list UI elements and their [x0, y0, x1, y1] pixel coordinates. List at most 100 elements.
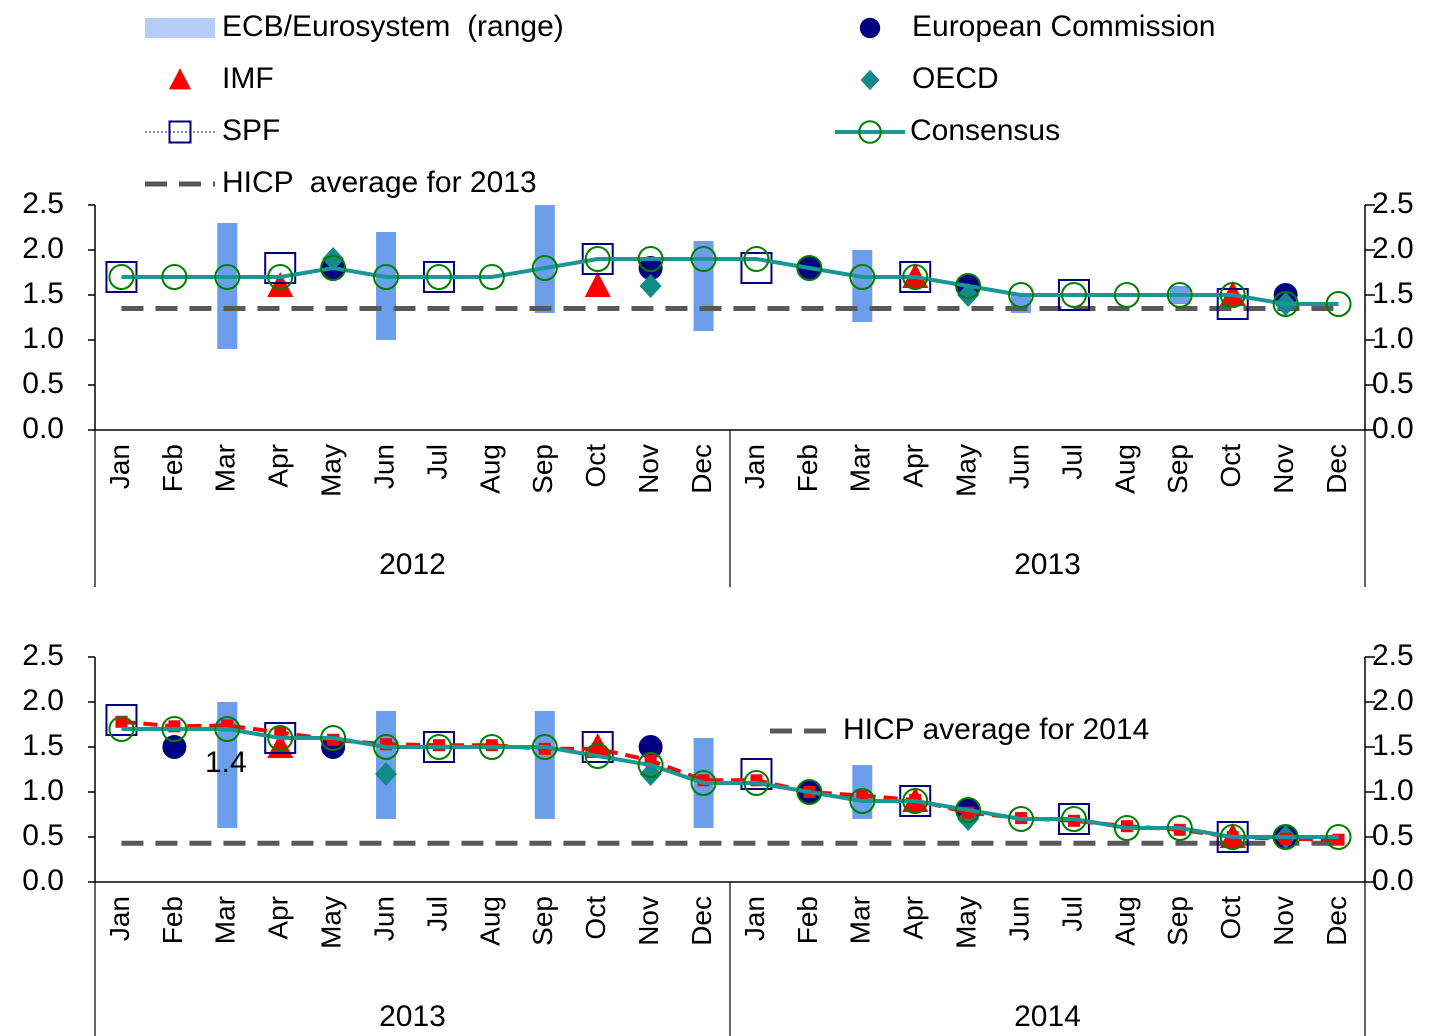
x-tick-label: Mar	[210, 896, 241, 944]
point	[637, 246, 664, 272]
point	[478, 734, 505, 760]
point	[1008, 282, 1035, 308]
series-line	[121, 257, 1339, 306]
x-tick-label: Nov	[1268, 896, 1299, 946]
y2-tick-label: 0.5	[1372, 367, 1414, 400]
x-tick-label: Oct	[580, 896, 611, 940]
point	[955, 797, 982, 823]
point	[478, 264, 505, 290]
y2-tick-label: 0.0	[1372, 864, 1414, 897]
x-tick-label: Feb	[792, 896, 823, 944]
x-tick-label: Apr	[263, 896, 294, 940]
x-tick-label: Oct	[1215, 444, 1246, 488]
point	[584, 246, 611, 272]
range-bar	[217, 223, 238, 349]
point	[690, 246, 717, 272]
point	[955, 273, 982, 299]
point	[108, 716, 135, 742]
point	[858, 120, 882, 144]
point	[375, 762, 398, 786]
point	[161, 264, 188, 290]
legend-label: European Commission	[912, 10, 1215, 43]
x-tick-label: Jul	[421, 896, 452, 932]
point	[690, 770, 717, 796]
point	[859, 17, 881, 39]
x-tick-label: Sep	[1162, 444, 1193, 494]
x-tick-label: Jul	[1056, 896, 1087, 932]
point	[267, 264, 294, 290]
group-label: 2013	[1014, 548, 1081, 581]
y2-tick-label: 1.0	[1372, 322, 1414, 355]
point	[584, 743, 611, 769]
point	[743, 246, 770, 272]
legend-swatch	[145, 18, 215, 38]
point	[740, 758, 773, 790]
point	[796, 779, 823, 805]
x-tick-label: Mar	[210, 444, 241, 492]
point	[1325, 291, 1352, 317]
x-tick-label: Nov	[633, 896, 664, 946]
point	[531, 255, 558, 281]
x-tick-label: Jul	[1056, 444, 1087, 480]
y-tick-label: 2.5	[22, 639, 64, 672]
x-tick-label: Jan	[739, 896, 770, 941]
point	[796, 255, 823, 281]
x-tick-label: Aug	[1109, 444, 1140, 494]
x-tick-label: Sep	[527, 896, 558, 946]
reference-label: HICP average for 2014	[843, 713, 1149, 746]
point	[322, 247, 345, 271]
point	[267, 733, 294, 758]
point	[1060, 282, 1087, 308]
x-tick-label: Apr	[898, 444, 929, 488]
legend-label: SPF	[222, 114, 280, 147]
x-tick-label: Jan	[104, 444, 135, 489]
y-tick-label: 0.0	[22, 412, 64, 445]
point	[1166, 282, 1193, 308]
point	[1219, 824, 1246, 850]
y2-tick-label: 0.5	[1372, 819, 1414, 852]
series-line	[121, 727, 1339, 839]
x-tick-label: Jun	[1003, 896, 1034, 941]
y2-tick-label: 1.5	[1372, 277, 1414, 310]
range-bar	[534, 205, 555, 313]
x-tick-label: Nov	[1268, 444, 1299, 494]
point	[639, 274, 662, 298]
point	[638, 256, 663, 280]
point	[902, 788, 929, 814]
range-bar	[693, 241, 714, 331]
point	[1060, 806, 1087, 832]
range-bar	[376, 232, 397, 340]
point	[637, 752, 664, 778]
annotation: 1.4	[205, 746, 247, 779]
group-label: 2014	[1014, 1000, 1081, 1033]
point	[267, 272, 294, 297]
point	[1113, 282, 1140, 308]
x-tick-label: Mar	[845, 444, 876, 492]
point	[1008, 806, 1035, 832]
point	[105, 704, 138, 736]
point	[531, 734, 558, 760]
legend-label: OECD	[912, 62, 999, 95]
point	[214, 264, 241, 290]
x-tick-label: Dec	[686, 896, 717, 946]
x-tick-label: Apr	[898, 896, 929, 940]
point	[115, 715, 128, 728]
y-tick-label: 2.5	[22, 187, 64, 220]
point	[168, 120, 192, 144]
x-tick-label: Apr	[263, 444, 294, 488]
group-label: 2012	[379, 548, 446, 581]
range-bar	[852, 250, 873, 322]
point	[267, 725, 294, 751]
legend-label: IMF	[222, 62, 274, 95]
range-bar	[534, 711, 555, 819]
point	[168, 68, 192, 90]
x-tick-label: Jun	[368, 896, 399, 941]
x-tick-label: May	[316, 896, 347, 949]
x-tick-label: Aug	[1109, 896, 1140, 946]
point	[264, 252, 297, 284]
y-tick-label: 1.5	[22, 729, 64, 762]
x-tick-label: Aug	[474, 896, 505, 946]
x-tick-label: Nov	[633, 444, 664, 494]
point	[860, 69, 880, 91]
